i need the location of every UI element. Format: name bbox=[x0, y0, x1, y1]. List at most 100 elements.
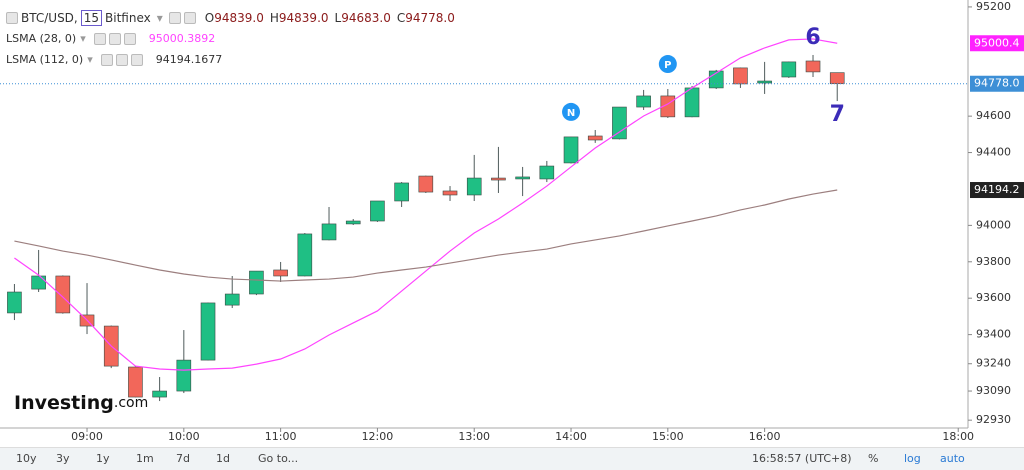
indicator-legend: LSMA (112, 0) ▾ 94194.1677 bbox=[6, 53, 222, 66]
candle-body bbox=[31, 275, 46, 290]
candle-body bbox=[684, 87, 700, 118]
x-tick-label: 11:00 bbox=[265, 430, 297, 443]
y-tick-label: 94600 bbox=[976, 109, 1011, 122]
x-tick-label: 13:00 bbox=[458, 430, 490, 443]
candle-body bbox=[466, 177, 482, 196]
x-tick-label: 18:00 bbox=[942, 430, 974, 443]
range-button[interactable]: 1m bbox=[136, 452, 154, 465]
ohlc-key: L bbox=[334, 11, 342, 25]
indicator-icon[interactable] bbox=[115, 53, 128, 66]
settings-icon[interactable] bbox=[168, 12, 181, 24]
y-tick-label: 95200 bbox=[976, 0, 1011, 13]
collapse-icon[interactable] bbox=[6, 12, 18, 24]
candle-body bbox=[345, 220, 361, 225]
candle-body bbox=[176, 359, 192, 392]
candle-body bbox=[442, 190, 458, 196]
annotation-badge bbox=[562, 102, 581, 121]
dropdown[interactable]: ▾ bbox=[87, 53, 93, 66]
candle-body bbox=[321, 223, 337, 241]
goto-button[interactable]: Go to... bbox=[258, 452, 299, 465]
ohlc-key: H bbox=[269, 11, 279, 25]
interval[interactable]: 15 bbox=[80, 10, 103, 26]
clock: 16:58:57 (UTC+8) bbox=[752, 452, 852, 465]
price-label: 95000.4 bbox=[974, 36, 1020, 49]
candle-body bbox=[805, 60, 821, 73]
range-button[interactable]: 7d bbox=[176, 452, 190, 465]
indicator-name: LSMA (28, 0) bbox=[6, 32, 77, 45]
indicator-icon[interactable] bbox=[108, 32, 121, 45]
option-button[interactable]: auto bbox=[940, 452, 965, 465]
candle-body bbox=[418, 175, 434, 193]
range-button[interactable]: 10y bbox=[16, 452, 37, 465]
exchange: Bitfinex bbox=[105, 11, 151, 25]
candle-body bbox=[152, 390, 167, 398]
candle-body bbox=[829, 72, 845, 85]
candle-body bbox=[249, 270, 264, 295]
y-tick-label: 93240 bbox=[976, 357, 1011, 370]
candle-body bbox=[273, 269, 288, 277]
hide-icon[interactable] bbox=[183, 12, 196, 24]
candle-body bbox=[370, 200, 385, 222]
x-tick-label: 10:00 bbox=[168, 430, 200, 443]
annotation-text: 6 bbox=[805, 25, 820, 50]
price-label: 94778.0 bbox=[974, 77, 1020, 90]
indicator-icon[interactable] bbox=[123, 32, 136, 45]
candle-body bbox=[55, 275, 71, 314]
candle-body bbox=[224, 293, 240, 306]
ohlc-value: 94683.0 bbox=[341, 11, 391, 25]
indicator-icon[interactable] bbox=[130, 53, 143, 66]
y-tick-label: 94400 bbox=[976, 146, 1011, 159]
range-button[interactable]: 3y bbox=[56, 452, 70, 465]
candle-body bbox=[394, 182, 409, 202]
y-tick-label: 93800 bbox=[976, 255, 1011, 268]
ohlc-key: C bbox=[396, 11, 406, 25]
candle-body bbox=[515, 176, 530, 180]
x-tick-label: 14:00 bbox=[555, 430, 587, 443]
watermark-main: Investing bbox=[14, 392, 114, 414]
indicator-icon[interactable] bbox=[93, 32, 106, 45]
option-button[interactable]: log bbox=[904, 452, 921, 465]
indicator-line bbox=[14, 189, 838, 282]
annotation-text: P bbox=[664, 60, 671, 71]
candle-body bbox=[7, 291, 22, 314]
ohlc-value: 94778.0 bbox=[405, 11, 455, 25]
option-button[interactable]: % bbox=[868, 452, 879, 465]
indicator-icon[interactable] bbox=[100, 53, 113, 66]
symbol: BTC/USD, bbox=[21, 11, 78, 25]
ohlc-key: O bbox=[204, 11, 215, 25]
range-button[interactable]: 1y bbox=[96, 452, 110, 465]
indicator-legend: LSMA (28, 0) ▾ 95000.3892 bbox=[6, 32, 215, 45]
indicator-value: 94194.1677 bbox=[155, 53, 223, 66]
candle-body bbox=[491, 177, 506, 181]
candle-body bbox=[587, 135, 603, 141]
x-tick-label: 09:00 bbox=[71, 430, 103, 443]
candle-body bbox=[297, 233, 313, 277]
y-tick-label: 93600 bbox=[976, 291, 1011, 304]
annotation-badge bbox=[658, 55, 677, 74]
x-tick-label: 16:00 bbox=[749, 430, 781, 443]
annotation-text: N bbox=[567, 108, 575, 119]
watermark: Investing.com bbox=[14, 392, 148, 414]
chart: 95200 94600 94400 94000 93800 93600 93400 93240… bbox=[0, 0, 1024, 443]
dropdown[interactable]: ▾ bbox=[156, 11, 163, 25]
y-tick-label: 93090 bbox=[976, 384, 1011, 397]
price-label: 94194.2 bbox=[974, 183, 1020, 196]
candle-body bbox=[757, 80, 772, 84]
ohlc-value: 94839.0 bbox=[278, 11, 329, 25]
price-label-box bbox=[970, 75, 1024, 92]
y-tick-label: 93400 bbox=[976, 328, 1011, 341]
toolbar: 10y 3y 1y 1m 7d 1d Go to... 16:58:57 (UTC+8)% lo… bbox=[0, 447, 1024, 470]
ohlc-value: 94839.0 bbox=[214, 11, 264, 25]
range-button[interactable]: 1d bbox=[216, 452, 230, 465]
indicator-value: 95000.3892 bbox=[148, 32, 216, 45]
candle-body bbox=[563, 136, 579, 164]
candle-body bbox=[636, 95, 651, 108]
x-tick-label: 12:00 bbox=[362, 430, 394, 443]
dropdown[interactable]: ▾ bbox=[80, 32, 86, 45]
candle-body bbox=[539, 165, 555, 180]
y-tick-label: 94000 bbox=[976, 218, 1011, 231]
price-label-box bbox=[970, 182, 1024, 199]
y-tick-label: 92930 bbox=[976, 413, 1011, 426]
legend-main: BTC/USD, 15 Bitfinex ▾ O94839.0 H94839.0 L… bbox=[6, 10, 455, 26]
